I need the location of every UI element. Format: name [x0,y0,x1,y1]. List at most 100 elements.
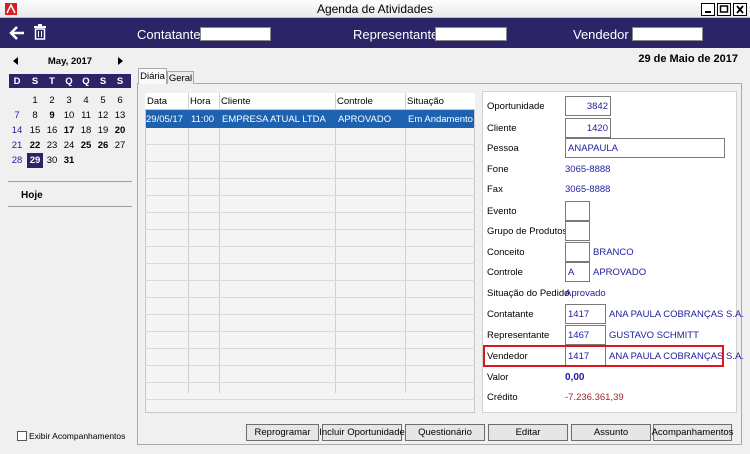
calendar-day[interactable]: 4 [83,95,89,106]
field-label: Contatante [487,308,534,320]
calendar-day[interactable]: 9 [49,110,55,121]
calendar-day[interactable]: 16 [46,125,58,136]
calendar-day[interactable]: 6 [117,95,123,106]
calendar-day[interactable]: 10 [63,110,75,121]
calendar-day[interactable]: 17 [63,125,75,136]
row-line [145,365,475,366]
calendar-day[interactable]: 14 [11,125,23,136]
calendar-day[interactable]: 26 [97,140,109,151]
button[interactable]: Incluir Oportunidade [319,424,405,441]
field-value: BRANCO [593,246,634,258]
row-line [145,229,475,230]
toolbar-input[interactable] [632,27,703,41]
back-button[interactable] [8,25,26,41]
calendar-day[interactable]: 22 [29,140,41,151]
row-line [145,280,475,281]
field-label: Valor [487,371,509,383]
checkbox-label: Exibir Acompanhamentos [29,431,126,441]
field-input[interactable] [565,221,590,241]
delete-button[interactable] [34,24,46,40]
weekday: Q [65,75,73,87]
button[interactable]: Reprogramar [246,424,319,441]
button[interactable]: Editar [488,424,568,441]
calendar-day[interactable]: 23 [46,140,58,151]
window-title: Agenda de Atividades [316,2,434,16]
calendar-day[interactable]: 7 [14,110,20,121]
calendar-day[interactable]: 29 [27,153,43,168]
field-value: -7.236.361,39 [565,391,624,403]
checkbox[interactable] [17,431,27,441]
table-cell: 29/05/17 [146,113,183,125]
field-input[interactable] [565,201,590,221]
field-value: GUSTAVO SCHMITT [609,329,699,341]
calendar-day[interactable]: 21 [11,140,23,151]
field-label: Pessoa [487,142,519,154]
separator [8,181,132,182]
field-input[interactable]: 1467 [565,325,606,345]
calendar-day[interactable]: 28 [11,155,23,166]
column-line [219,93,220,393]
tab[interactable]: Diária [138,68,167,84]
field-input[interactable]: 3842 [565,96,611,116]
weekday: T [49,75,55,87]
field-value: 3065-8888 [565,163,611,175]
row-line [145,195,475,196]
toolbar [0,18,750,48]
window-buttons[interactable] [701,3,747,16]
calendar-day[interactable]: 2 [49,95,55,106]
field-value: APROVADO [593,266,647,278]
column-line [405,93,406,393]
calendar-day[interactable]: 18 [80,125,92,136]
calendar-day[interactable]: 15 [29,125,41,136]
button[interactable]: Questionário [405,424,485,441]
field-input[interactable] [565,242,590,262]
calendar-day[interactable]: 11 [81,110,91,121]
calendar-day[interactable]: 8 [32,110,38,121]
field-input[interactable]: 1417 [565,304,606,324]
toolbar-input[interactable] [200,27,271,41]
weekday: D [13,75,21,87]
button[interactable]: Assunto [571,424,651,441]
field-label: Crédito [487,391,518,403]
calendar-day[interactable]: 31 [63,155,75,166]
column-header: Data [147,96,168,107]
calendar-day[interactable]: 20 [114,125,126,136]
button[interactable]: Acompanhamentos [652,424,733,441]
column-header: Controle [337,96,373,107]
field-label: Vendedor [487,350,528,362]
today-button[interactable]: Hoje [21,189,43,201]
field-value: Aprovado [565,287,606,299]
row-line [145,178,475,179]
calendar-day[interactable]: 24 [63,140,75,151]
calendar-day[interactable]: 5 [100,95,106,106]
selected-row[interactable] [146,110,474,128]
field-value: 0,00 [565,371,585,383]
toolbar-input[interactable] [435,27,507,41]
calendar-day[interactable]: 12 [97,110,109,121]
toolbar-label: Vendedor [573,26,629,42]
field-input[interactable]: A [565,262,590,282]
weekday: S [116,75,124,87]
table-cell: EMPRESA ATUAL LTDA [222,113,326,125]
calendar-day[interactable]: 30 [46,155,58,166]
field-input[interactable]: ANAPAULA [565,138,725,158]
column-header: Hora [190,96,211,107]
row-line [145,314,475,315]
calendar-day[interactable]: 25 [80,140,92,151]
weekday: S [31,75,39,87]
tab[interactable]: Geral [167,71,194,84]
calendar-next[interactable] [118,57,124,65]
calendar-day[interactable]: 13 [114,110,126,121]
calendar-prev[interactable] [13,57,19,65]
calendar-day[interactable]: 19 [97,125,109,136]
field-label: Conceito [487,246,525,258]
column-line [335,93,336,393]
calendar-day[interactable]: 3 [66,95,72,106]
field-label: Representante [487,329,550,341]
calendar-day[interactable]: 1 [32,95,38,106]
calendar-day[interactable]: 27 [114,140,126,151]
row-line [145,331,475,332]
field-input[interactable]: 1420 [565,118,611,138]
table-cell: 11:00 [191,113,215,125]
